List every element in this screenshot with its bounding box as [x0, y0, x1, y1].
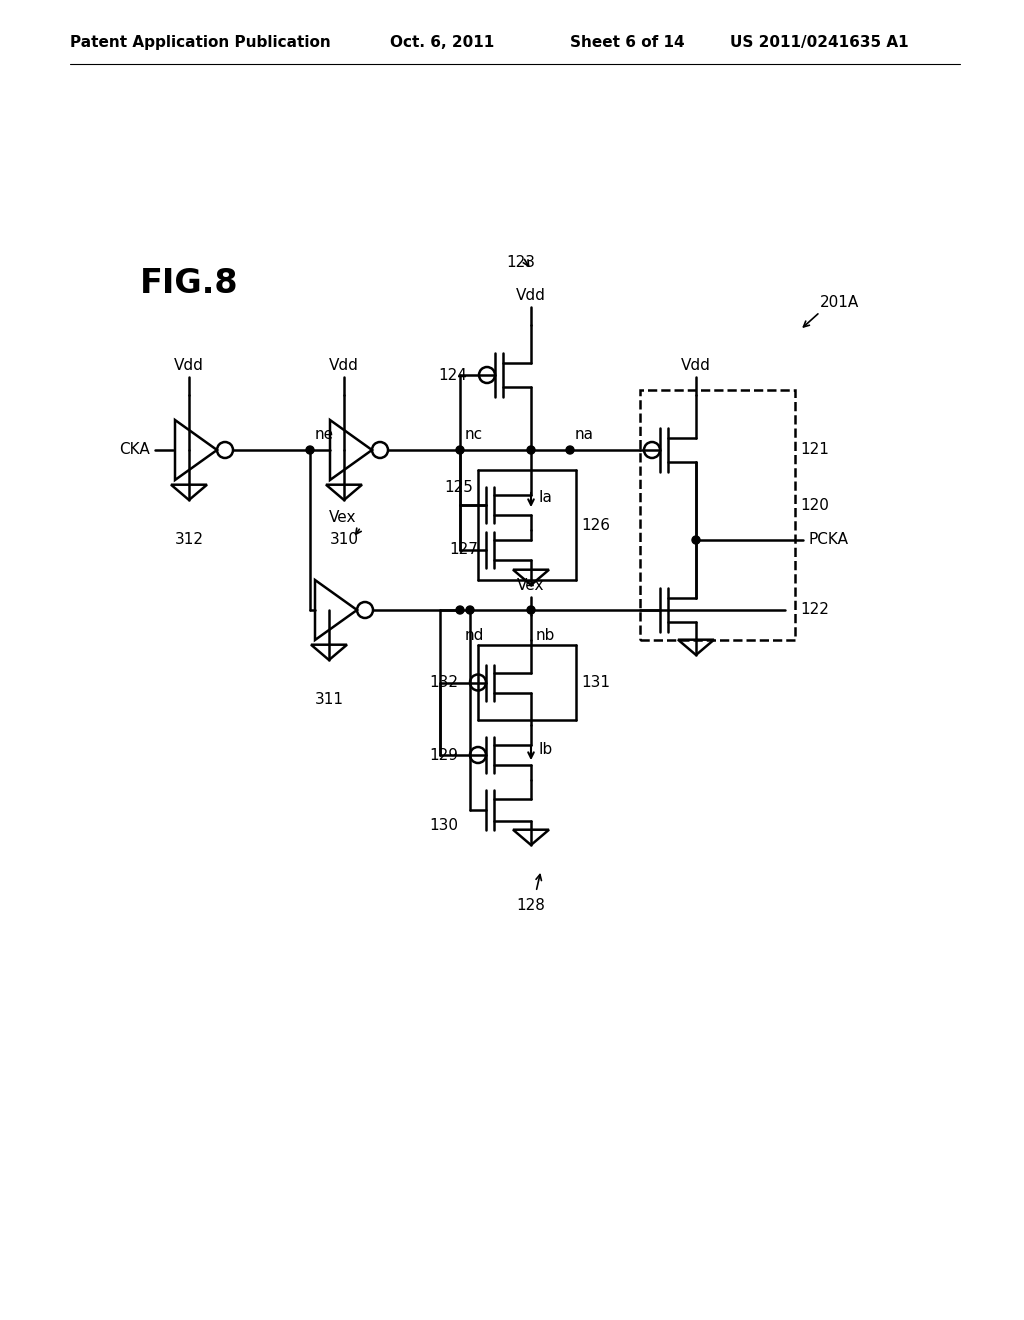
Circle shape: [456, 606, 464, 614]
Text: Vdd: Vdd: [174, 358, 204, 374]
Text: FIG.8: FIG.8: [140, 267, 239, 300]
Text: 129: 129: [429, 747, 458, 763]
Text: 125: 125: [444, 480, 473, 495]
Text: na: na: [575, 426, 594, 442]
Text: 130: 130: [429, 817, 458, 833]
Text: Sheet 6 of 14: Sheet 6 of 14: [570, 36, 685, 50]
Text: 121: 121: [800, 442, 828, 458]
Text: 124: 124: [438, 367, 467, 383]
Text: Oct. 6, 2011: Oct. 6, 2011: [390, 36, 495, 50]
Circle shape: [466, 606, 474, 614]
Text: 120: 120: [800, 498, 828, 512]
Circle shape: [306, 446, 314, 454]
Circle shape: [692, 536, 700, 544]
Text: US 2011/0241635 A1: US 2011/0241635 A1: [730, 36, 908, 50]
Text: 126: 126: [581, 517, 610, 532]
Text: 128: 128: [516, 898, 546, 913]
Text: nb: nb: [536, 628, 555, 643]
Text: 312: 312: [174, 532, 204, 546]
Text: 310: 310: [330, 532, 358, 546]
Text: Ib: Ib: [539, 742, 553, 758]
Text: nc: nc: [465, 426, 483, 442]
Text: CKA: CKA: [119, 442, 150, 458]
Circle shape: [566, 446, 574, 454]
Text: Vdd: Vdd: [329, 358, 359, 374]
Text: 311: 311: [314, 692, 343, 708]
Text: Vex: Vex: [517, 578, 545, 593]
Text: Ia: Ia: [539, 490, 553, 504]
Text: 132: 132: [429, 675, 458, 690]
Text: 131: 131: [581, 675, 610, 690]
Circle shape: [527, 606, 535, 614]
Text: 123: 123: [507, 255, 536, 271]
Text: Vdd: Vdd: [681, 358, 711, 374]
Text: 201A: 201A: [820, 294, 859, 310]
Text: 127: 127: [450, 543, 478, 557]
Text: Vex: Vex: [330, 510, 356, 525]
Text: Patent Application Publication: Patent Application Publication: [70, 36, 331, 50]
Circle shape: [456, 446, 464, 454]
Text: ne: ne: [315, 426, 334, 442]
Text: PCKA: PCKA: [808, 532, 848, 548]
Text: nd: nd: [465, 628, 484, 643]
Text: Vdd: Vdd: [516, 288, 546, 304]
Circle shape: [527, 446, 535, 454]
Text: 122: 122: [800, 602, 828, 618]
